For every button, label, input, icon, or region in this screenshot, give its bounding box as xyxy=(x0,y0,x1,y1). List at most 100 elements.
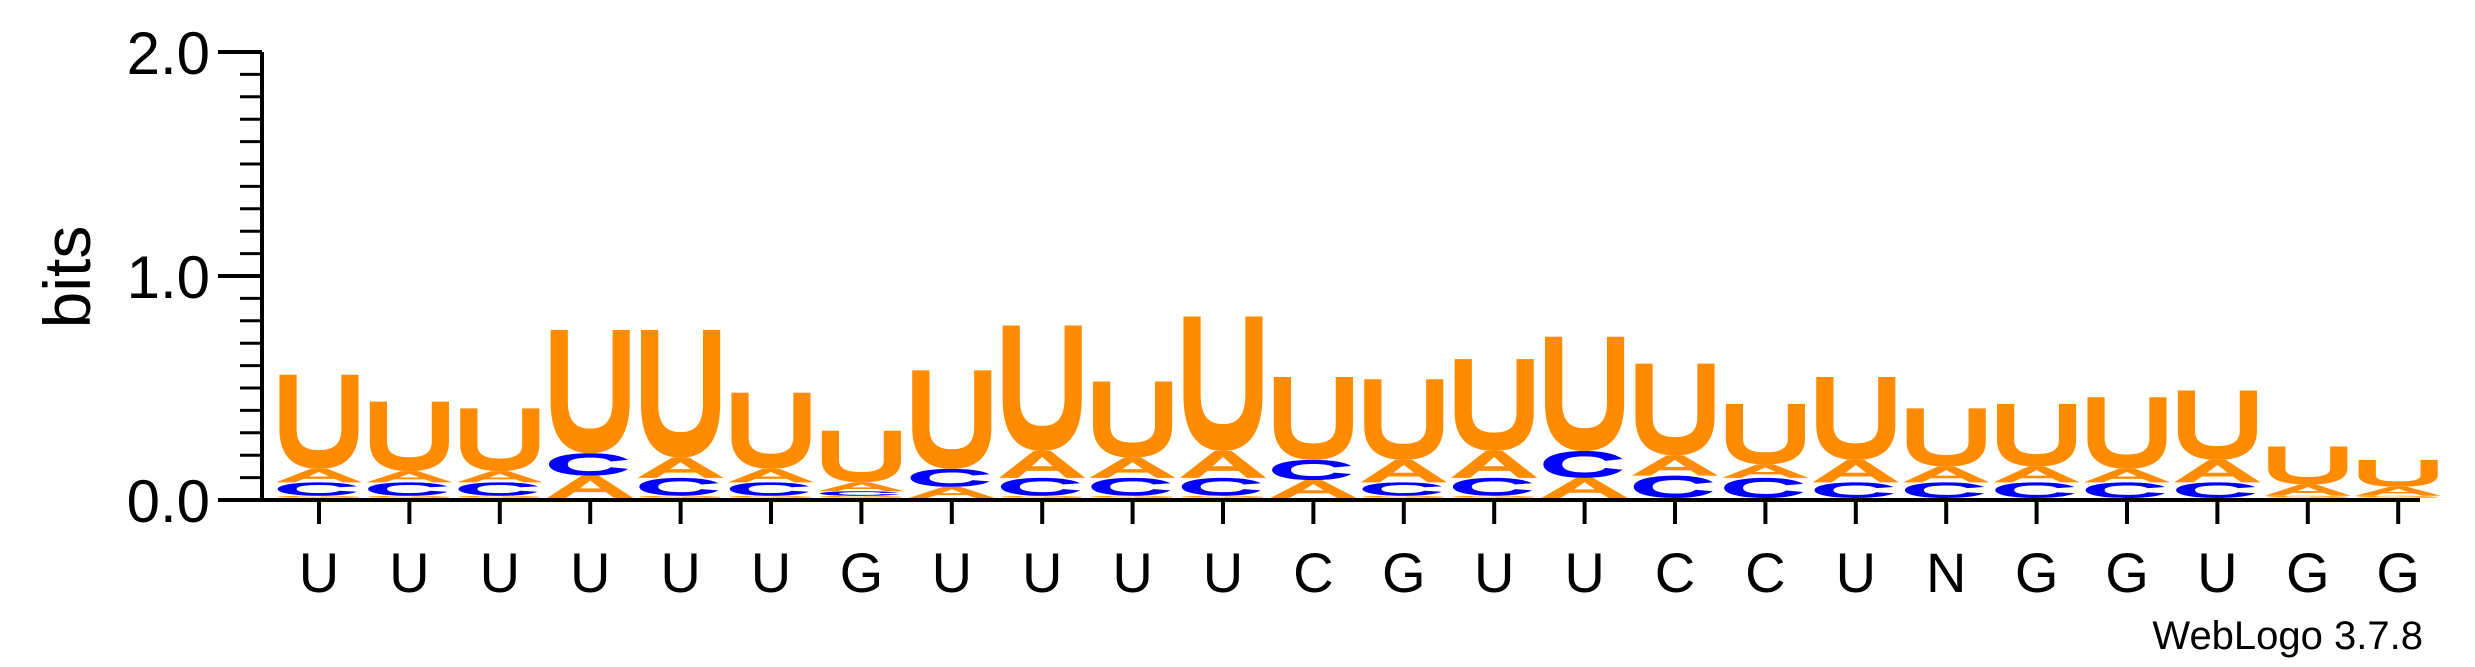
x-tick-label: C xyxy=(1655,541,1695,604)
logo-glyph-C xyxy=(1091,478,1170,496)
logo-glyph-U xyxy=(1997,404,2076,467)
x-tick-label: U xyxy=(570,541,610,604)
logo-glyph-U xyxy=(912,370,991,469)
logo-glyph-C xyxy=(2176,482,2255,498)
logo-glyph-A xyxy=(1270,480,1356,498)
logo-glyph-U xyxy=(1726,404,1805,464)
x-tick-label: U xyxy=(299,541,339,604)
logo-glyph-A xyxy=(1542,478,1628,498)
logo-glyph-A xyxy=(638,458,724,478)
logo-glyph-U xyxy=(1907,408,1986,466)
logo-glyph-U xyxy=(1816,377,1895,460)
logo-glyph-G xyxy=(2267,496,2348,498)
logo-glyph-C xyxy=(1995,482,2074,498)
logo-glyph-U xyxy=(2178,390,2257,459)
logo-glyph-G xyxy=(639,496,720,498)
logo-glyph-G xyxy=(1091,496,1172,498)
x-tick-label: U xyxy=(1564,541,1604,604)
x-tick-label: U xyxy=(1112,541,1152,604)
logo-glyph-U xyxy=(370,402,449,471)
logo-glyph-C xyxy=(1724,478,1803,498)
x-tick-label: U xyxy=(1022,541,1062,604)
logo-glyph-C xyxy=(820,491,899,495)
logo-glyph-C xyxy=(1543,451,1622,478)
y-tick-label: 0.0 xyxy=(127,468,210,535)
logo-glyph-C xyxy=(2086,482,2165,498)
logo-glyph-A xyxy=(2355,487,2441,496)
logo-glyph-G xyxy=(1001,496,1082,498)
logo-glyph-A xyxy=(1722,464,1808,477)
logo-glyph-G xyxy=(1363,496,1444,498)
x-tick-label: U xyxy=(480,541,520,604)
logo-glyph-A xyxy=(547,476,633,498)
logo-glyph-U xyxy=(2087,397,2166,469)
logo-glyph-A xyxy=(818,482,904,491)
logo-glyph-C xyxy=(639,478,718,496)
x-tick-label: C xyxy=(1293,541,1333,604)
x-tick-label: G xyxy=(2376,541,2420,604)
logo-glyph-G xyxy=(368,496,449,498)
logo-glyph-C xyxy=(1453,478,1532,496)
x-tick-label: U xyxy=(1474,541,1514,604)
x-tick-label: G xyxy=(1382,541,1426,604)
logo-glyph-U xyxy=(822,431,901,483)
x-tick-label: G xyxy=(2286,541,2330,604)
logo-glyph-U xyxy=(641,330,720,458)
x-tick-label: U xyxy=(932,541,972,604)
x-tick-label: G xyxy=(2015,541,2059,604)
logo-glyph-U xyxy=(1093,382,1172,458)
x-tick-label: U xyxy=(660,541,700,604)
logo-glyph-U xyxy=(2359,460,2438,487)
logo-glyph-C xyxy=(1363,482,1442,495)
y-tick-label: 1.0 xyxy=(127,244,210,311)
logo-glyph-A xyxy=(909,487,995,498)
logo-glyph-A xyxy=(1180,451,1266,478)
logo-glyph-C xyxy=(278,482,357,495)
logo-glyph-U xyxy=(731,393,810,469)
x-tick-label: U xyxy=(2197,541,2237,604)
logo-glyph-A xyxy=(366,471,452,482)
x-tick-label: N xyxy=(1926,541,1966,604)
logo-glyph-C xyxy=(1001,478,1080,496)
logo-glyph-A xyxy=(1451,451,1537,478)
x-tick-label: U xyxy=(1836,541,1876,604)
x-tick-label: C xyxy=(1745,541,1785,604)
y-tick-label: 2.0 xyxy=(127,20,210,87)
y-axis-label: bits xyxy=(30,226,104,329)
logo-glyph-G xyxy=(1182,496,1263,498)
logo-stacks xyxy=(276,317,2441,498)
logo-glyph-U xyxy=(1003,326,1082,451)
logo-glyph-U xyxy=(1635,364,1714,456)
weblogo-credit: WebLogo 3.7.8 xyxy=(2152,614,2423,658)
logo-glyph-U xyxy=(1183,317,1262,451)
y-axis: 0.0 1.0 2.0 xyxy=(127,20,262,535)
logo-glyph-C xyxy=(730,482,809,495)
logo-glyph-U xyxy=(2268,446,2347,484)
logo-glyph-U xyxy=(1364,379,1443,460)
x-tick-label: U xyxy=(1203,541,1243,604)
logo-glyph-C xyxy=(1815,482,1894,498)
logo-glyph-U xyxy=(1545,337,1624,451)
logo-glyph-A xyxy=(1090,458,1176,478)
x-tick-label: G xyxy=(840,541,884,604)
logo-glyph-A xyxy=(2265,485,2351,496)
logo-glyph-G xyxy=(278,496,359,498)
logo-glyph-U xyxy=(460,408,539,471)
logo-glyph-A xyxy=(457,471,543,482)
logo-glyph-G xyxy=(2357,496,2438,498)
x-tick-label: U xyxy=(389,541,429,604)
logo-glyph-C xyxy=(549,453,628,475)
logo-glyph-A xyxy=(728,469,814,482)
logo-glyph-U xyxy=(551,330,630,453)
logo-glyph-A xyxy=(1813,460,1899,482)
logo-glyph-C xyxy=(1182,478,1261,496)
x-tick-label: U xyxy=(751,541,791,604)
logo-glyph-C xyxy=(459,482,538,495)
logo-glyph-A xyxy=(276,469,362,482)
logo-glyph-C xyxy=(1272,460,1351,480)
logo-glyph-A xyxy=(1632,455,1718,475)
logo-glyph-A xyxy=(1994,467,2080,483)
logo-glyph-G xyxy=(730,496,811,498)
